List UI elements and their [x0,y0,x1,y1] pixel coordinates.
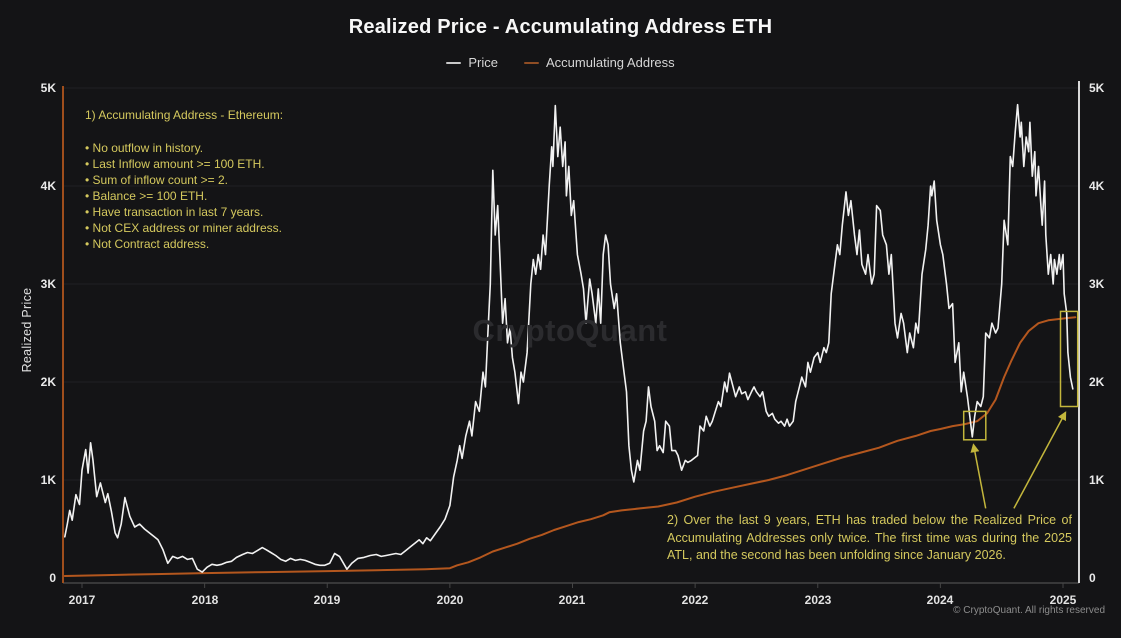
y-tick-left-5k: 5K [40,81,56,95]
callout-arrow-1 [970,443,987,509]
price-line-swatch [446,61,462,64]
callout-box-2 [1059,310,1079,408]
criteria-bullet: • Have transaction in last 7 years. [85,205,264,219]
y-tick-right-1k: 1K [1089,473,1105,487]
y-axis-title: Realized Price [20,287,34,373]
x-tick-2018: 2018 [191,593,219,607]
y-tick-right-0: 0 [1089,571,1096,585]
criteria-bullet: • Balance >= 100 ETH. [85,189,208,203]
legend-label-accumulating-address: Accumulating Address [546,55,675,70]
cryptoquant-watermark: CryptoQuant [472,313,668,348]
y-tick-left-2k: 2K [40,375,56,389]
y-tick-right-3k: 3K [1089,277,1105,291]
legend-item-accumulating-address: Accumulating Address [524,55,675,70]
callout-box-1 [962,410,987,441]
x-tick-2019: 2019 [313,593,341,607]
x-tick-2024: 2024 [926,593,954,607]
y-tick-left-0: 0 [49,571,56,585]
copyright-notice: © CryptoQuant. All rights reserved [953,605,1105,616]
legend: Price Accumulating Address [0,55,1121,70]
criteria-bullet: • Sum of inflow count >= 2. [85,173,228,187]
callout-arrow-2 [1013,411,1067,509]
price-line [64,103,1074,573]
y-tick-right-4k: 4K [1089,179,1105,193]
x-tick-2025: 2025 [1049,593,1077,607]
criteria-bullet: • Not CEX address or miner address. [85,221,282,235]
criteria-heading: 1) Accumulating Address - Ethereum: [85,108,284,122]
x-tick-2021: 2021 [558,593,586,607]
accumulating-address-line [63,316,1077,577]
y-tick-left-1k: 1K [40,473,56,487]
y-tick-left-3k: 3K [40,277,56,291]
criteria-annotation: 1) Accumulating Address - Ethereum: • No… [85,107,283,252]
x-tick-2023: 2023 [804,593,832,607]
x-tick-2020: 2020 [436,593,464,607]
criteria-bullet: • Last Inflow amount >= 100 ETH. [85,157,265,171]
page-title: Realized Price - Accumulating Address ET… [348,16,773,38]
y-tick-right-2k: 2K [1089,375,1105,389]
x-tick-2022: 2022 [681,593,709,607]
criteria-bullet: • No outflow in history. [85,141,204,155]
criteria-bullet: • Not Contract address. [85,237,210,251]
y-tick-right-5k: 5K [1089,81,1105,95]
legend-label-price: Price [468,55,498,70]
note-annotation: 2) Over the last 9 years, ETH has traded… [667,513,1072,562]
legend-item-price: Price [446,55,498,70]
y-tick-left-4k: 4K [40,179,56,193]
x-tick-2017: 2017 [68,593,96,607]
accumulating-address-line-swatch [524,61,539,64]
